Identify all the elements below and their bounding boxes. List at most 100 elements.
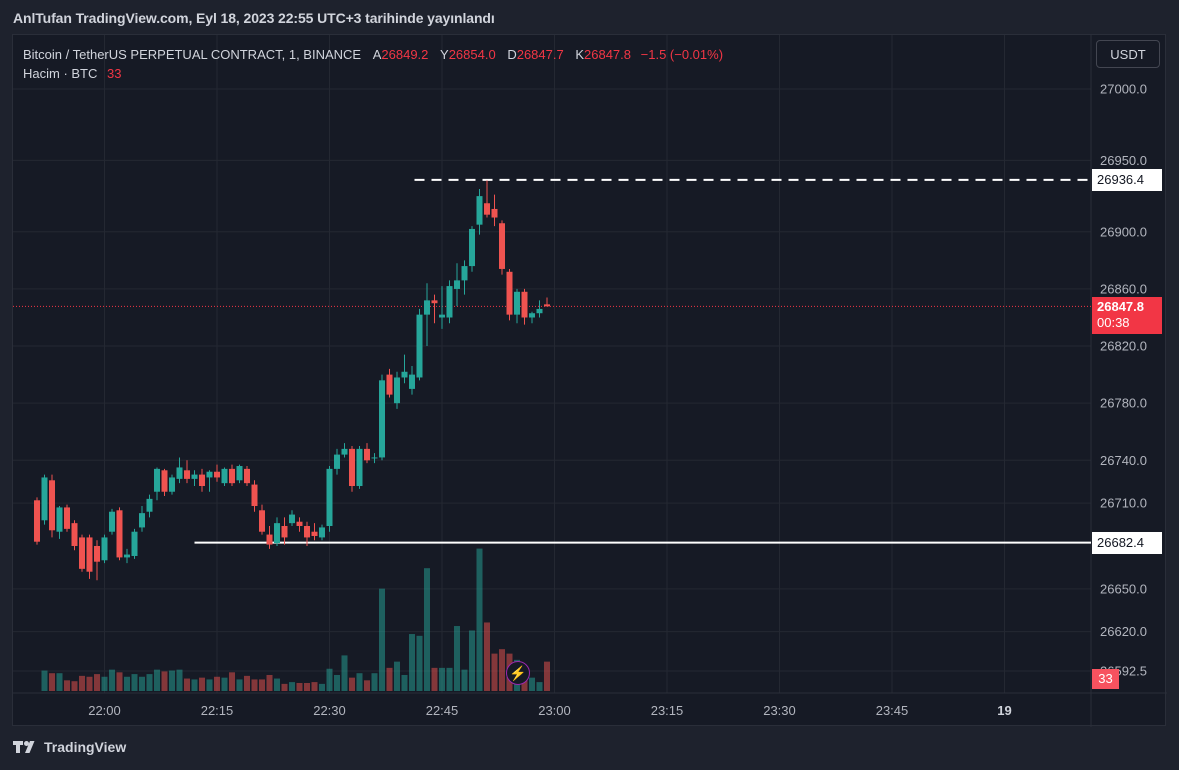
x-tick-label: 23:30: [763, 703, 796, 718]
candle-body: [266, 534, 273, 545]
candle-body: [529, 313, 535, 318]
candle-body: [341, 448, 348, 455]
y-tick-label: 26860.0: [1100, 281, 1147, 296]
price-chart[interactable]: 27000.0 26950.0 26900.0 26860.0 26820.0 26780…: [13, 35, 1167, 727]
candle-body: [86, 537, 93, 572]
y-tick-label: 26780.0: [1100, 396, 1147, 411]
candle-body: [544, 304, 550, 307]
volume-bar: [184, 678, 190, 691]
volume-bar: [304, 682, 310, 691]
candle-body: [416, 314, 423, 378]
candle-body: [379, 380, 385, 458]
x-tick-label: 22:45: [426, 703, 459, 718]
volume-bar: [56, 673, 63, 691]
candle-body: [161, 470, 168, 492]
last-volume-tag: 33: [1092, 669, 1119, 689]
volume-bar: [311, 682, 318, 691]
volume-bar: [386, 667, 393, 691]
candle-body: [79, 537, 85, 569]
volume-bar: [536, 682, 543, 691]
candle-body: [101, 537, 108, 561]
volume-bar: [341, 655, 348, 691]
volume-bar: [431, 667, 438, 691]
volume-bar: [259, 679, 265, 691]
candle-body: [116, 510, 123, 558]
candle-body: [326, 468, 333, 526]
candle-body: [349, 448, 355, 487]
volume-bar: [446, 667, 453, 691]
volume-bar: [206, 679, 213, 691]
lightning-icon[interactable]: ⚡: [506, 661, 530, 685]
footer-brand-label: TradingView: [44, 739, 127, 755]
volume-bar: [146, 674, 153, 691]
volume-bar: [131, 674, 138, 691]
y-tick-label: 26650.0: [1100, 581, 1147, 596]
open-label: A: [372, 47, 382, 62]
candle-body: [124, 554, 130, 558]
currency-button[interactable]: USDT: [1096, 40, 1160, 68]
candle-body: [131, 531, 138, 556]
volume-bar: [356, 673, 363, 691]
candle-body: [454, 280, 460, 289]
close-label: K: [575, 47, 585, 62]
volume-bar: [319, 683, 325, 691]
candle-body: [94, 545, 100, 562]
volume-bar: [484, 622, 490, 691]
volume-bar: [161, 671, 168, 691]
volume-bar: [499, 649, 505, 691]
volume-bar: [191, 679, 198, 691]
x-tick-label: 22:15: [201, 703, 234, 718]
candle-body: [56, 507, 63, 532]
volume-bar: [371, 673, 378, 691]
candle-body: [469, 228, 475, 267]
candle-body: [146, 498, 153, 512]
volume-bar: [274, 678, 280, 691]
volume-bar: [469, 630, 475, 691]
volume-bar: [86, 676, 93, 691]
open-value: 26849.2: [381, 47, 429, 62]
high-value: 26854.0: [448, 47, 496, 62]
volume-bar: [71, 681, 78, 691]
x-tick-label: 23:15: [651, 703, 684, 718]
candle-body: [64, 507, 70, 529]
candle-body: [184, 470, 190, 479]
candle-body: [386, 374, 393, 395]
volume-bar: [416, 635, 423, 691]
candle-body: [536, 308, 543, 314]
volume-label[interactable]: Hacim · BTC: [23, 66, 98, 81]
volume-bar: [176, 669, 183, 691]
candle-body: [319, 527, 325, 538]
candle-body: [244, 468, 250, 484]
volume-bar: [199, 677, 205, 691]
candle-body: [236, 466, 243, 481]
volume-bar: [169, 670, 175, 691]
volume-bar: [461, 669, 468, 691]
symbol-title[interactable]: Bitcoin / TetherUS PERPETUAL CONTRACT, 1…: [23, 47, 362, 62]
y-tick-label: 26820.0: [1100, 339, 1147, 354]
candle-body: [274, 523, 280, 544]
candle-body: [521, 291, 528, 318]
candle-body: [514, 291, 520, 315]
candle-body: [49, 480, 55, 531]
candle-body: [356, 448, 363, 487]
candle-body: [281, 525, 288, 538]
volume-bar: [49, 673, 55, 691]
candle-body: [191, 474, 198, 479]
chart-panel[interactable]: 27000.0 26950.0 26900.0 26860.0 26820.0 26780…: [12, 34, 1167, 727]
volume-bar: [476, 548, 483, 691]
footer-brand[interactable]: TradingView: [13, 739, 126, 755]
volume-bar: [94, 674, 100, 691]
volume-bar: [229, 672, 235, 691]
volume-bar: [64, 680, 70, 691]
candle-body: [296, 521, 303, 526]
volume-bar: [289, 682, 295, 691]
low-label: D: [507, 47, 517, 62]
volume-bar: [424, 568, 430, 691]
candle-body: [476, 196, 483, 225]
high-label: Y: [440, 47, 449, 62]
volume-bar: [491, 653, 498, 691]
volume-bar: [544, 661, 550, 691]
y-tick-label: 26900.0: [1100, 224, 1147, 239]
volume-bar: [409, 634, 415, 691]
last-price-tag: 26847.8 00:38: [1092, 297, 1162, 335]
